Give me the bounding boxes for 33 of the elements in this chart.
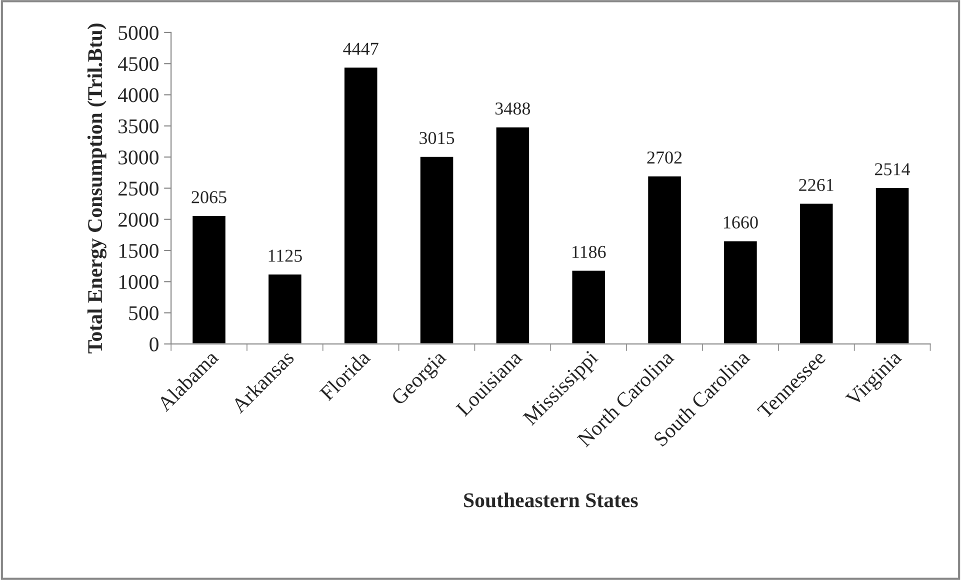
y-tick-label: 1000 [119,275,158,290]
bar [874,186,910,344]
y-axis-title: Total Energy Consumption (Tril.Btu) [87,24,106,354]
x-axis-title: Southeastern States [464,492,638,508]
bar [722,240,758,344]
data-label: 2514 [875,163,910,176]
bar [191,214,227,344]
bar [343,66,379,344]
bar [570,269,606,344]
y-tick-label: 4500 [118,57,158,72]
data-label: 4447 [343,42,378,55]
y-tick-label: 4000 [118,88,158,102]
data-label: 1186 [572,246,606,258]
y-tick-label: 0 [150,337,158,352]
y-tick-label: 3500 [118,119,158,134]
bar [267,273,303,344]
y-tick-label: 3000 [118,150,158,164]
bar [494,126,530,344]
data-label: 2702 [647,151,682,164]
y-tick-label: 2000 [118,212,158,227]
data-label: 1125 [268,250,302,262]
y-tick-label: 5000 [118,26,158,40]
bar [419,155,455,344]
y-tick-label: 2500 [118,182,158,196]
bar [798,202,834,344]
data-label: 2065 [192,191,226,204]
y-tick-label: 500 [129,306,158,320]
y-tick-label: 1500 [119,244,158,258]
data-label: 3015 [420,132,454,144]
data-label: 2261 [799,178,834,192]
data-label: 1660 [724,216,758,229]
data-label: 3488 [496,102,530,115]
bar [646,174,682,344]
